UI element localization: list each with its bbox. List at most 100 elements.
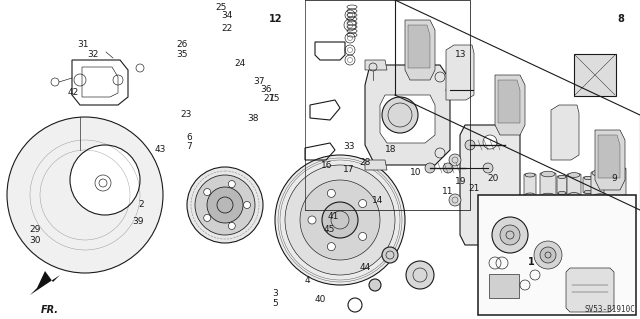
Text: 5: 5 <box>273 299 278 308</box>
Text: 1: 1 <box>528 256 534 267</box>
Circle shape <box>483 163 493 173</box>
Text: 4: 4 <box>305 276 310 285</box>
Circle shape <box>465 140 475 150</box>
Text: 37: 37 <box>253 77 265 86</box>
Ellipse shape <box>605 165 625 173</box>
Circle shape <box>443 163 453 173</box>
Text: 39: 39 <box>132 217 143 226</box>
Polygon shape <box>566 268 614 312</box>
Text: 38: 38 <box>247 114 259 122</box>
Circle shape <box>327 189 335 197</box>
FancyBboxPatch shape <box>557 176 567 194</box>
Circle shape <box>300 180 380 260</box>
Text: 24: 24 <box>234 59 246 68</box>
Circle shape <box>446 86 454 94</box>
Text: 31: 31 <box>77 40 89 49</box>
Polygon shape <box>551 105 579 160</box>
Text: 25: 25 <box>215 4 227 12</box>
Polygon shape <box>380 95 435 143</box>
Text: 27: 27 <box>263 94 275 103</box>
Text: FR.: FR. <box>41 305 59 315</box>
Circle shape <box>534 241 562 269</box>
Polygon shape <box>365 60 387 70</box>
Text: 12: 12 <box>268 14 282 24</box>
Polygon shape <box>595 130 625 190</box>
Text: 18: 18 <box>385 145 396 154</box>
Polygon shape <box>30 271 60 295</box>
Text: 8: 8 <box>618 14 624 24</box>
Text: SV53-B1910C: SV53-B1910C <box>584 305 635 314</box>
Text: 33: 33 <box>343 142 355 151</box>
Text: 34: 34 <box>221 11 233 20</box>
Circle shape <box>204 214 211 221</box>
FancyBboxPatch shape <box>489 274 519 298</box>
Text: 16: 16 <box>321 161 332 170</box>
Circle shape <box>358 200 367 208</box>
Circle shape <box>195 175 255 235</box>
Circle shape <box>275 155 405 285</box>
Text: 30: 30 <box>29 236 41 245</box>
FancyBboxPatch shape <box>478 195 636 315</box>
Polygon shape <box>405 20 435 80</box>
Circle shape <box>382 247 398 263</box>
Ellipse shape <box>584 190 592 194</box>
Text: 7: 7 <box>186 142 191 151</box>
Text: 13: 13 <box>455 50 467 59</box>
Polygon shape <box>365 160 387 170</box>
Circle shape <box>228 222 236 229</box>
Circle shape <box>204 189 211 196</box>
Circle shape <box>243 202 250 209</box>
Text: 6: 6 <box>186 133 191 142</box>
Polygon shape <box>408 25 430 68</box>
Circle shape <box>382 97 418 133</box>
Ellipse shape <box>568 193 580 197</box>
Text: 11: 11 <box>442 187 454 196</box>
Text: 20: 20 <box>487 174 499 183</box>
Text: 44: 44 <box>359 263 371 272</box>
Text: 35: 35 <box>177 50 188 59</box>
Polygon shape <box>598 135 620 178</box>
Text: 43: 43 <box>154 145 166 154</box>
Text: 3: 3 <box>273 289 278 298</box>
Ellipse shape <box>541 171 555 177</box>
Ellipse shape <box>525 193 535 197</box>
Circle shape <box>207 187 243 223</box>
Text: 28: 28 <box>359 158 371 167</box>
Circle shape <box>449 194 461 206</box>
Polygon shape <box>498 80 520 123</box>
Ellipse shape <box>541 193 555 199</box>
Circle shape <box>7 117 163 273</box>
Ellipse shape <box>605 197 625 205</box>
Circle shape <box>492 217 528 253</box>
Polygon shape <box>365 65 450 165</box>
Text: 45: 45 <box>324 225 335 234</box>
FancyBboxPatch shape <box>567 174 581 196</box>
Text: 2: 2 <box>138 200 143 209</box>
Circle shape <box>187 167 263 243</box>
FancyBboxPatch shape <box>604 168 626 202</box>
Text: 10: 10 <box>410 168 422 177</box>
Text: 40: 40 <box>314 295 326 304</box>
Text: 29: 29 <box>29 225 41 234</box>
Ellipse shape <box>558 191 566 195</box>
Circle shape <box>285 165 395 275</box>
Text: 19: 19 <box>455 177 467 186</box>
Text: 26: 26 <box>177 40 188 49</box>
Circle shape <box>70 145 140 215</box>
Circle shape <box>228 181 236 188</box>
Ellipse shape <box>592 170 608 176</box>
FancyBboxPatch shape <box>591 172 609 198</box>
Text: 41: 41 <box>327 212 339 221</box>
Ellipse shape <box>568 173 580 177</box>
Text: 15: 15 <box>269 94 281 103</box>
FancyBboxPatch shape <box>583 177 593 193</box>
FancyBboxPatch shape <box>540 173 556 197</box>
Ellipse shape <box>592 194 608 200</box>
Circle shape <box>308 216 316 224</box>
Text: 9: 9 <box>612 174 617 183</box>
Ellipse shape <box>525 173 535 177</box>
Circle shape <box>322 202 358 238</box>
Text: 22: 22 <box>221 24 233 33</box>
Ellipse shape <box>584 176 592 180</box>
FancyBboxPatch shape <box>524 174 536 196</box>
